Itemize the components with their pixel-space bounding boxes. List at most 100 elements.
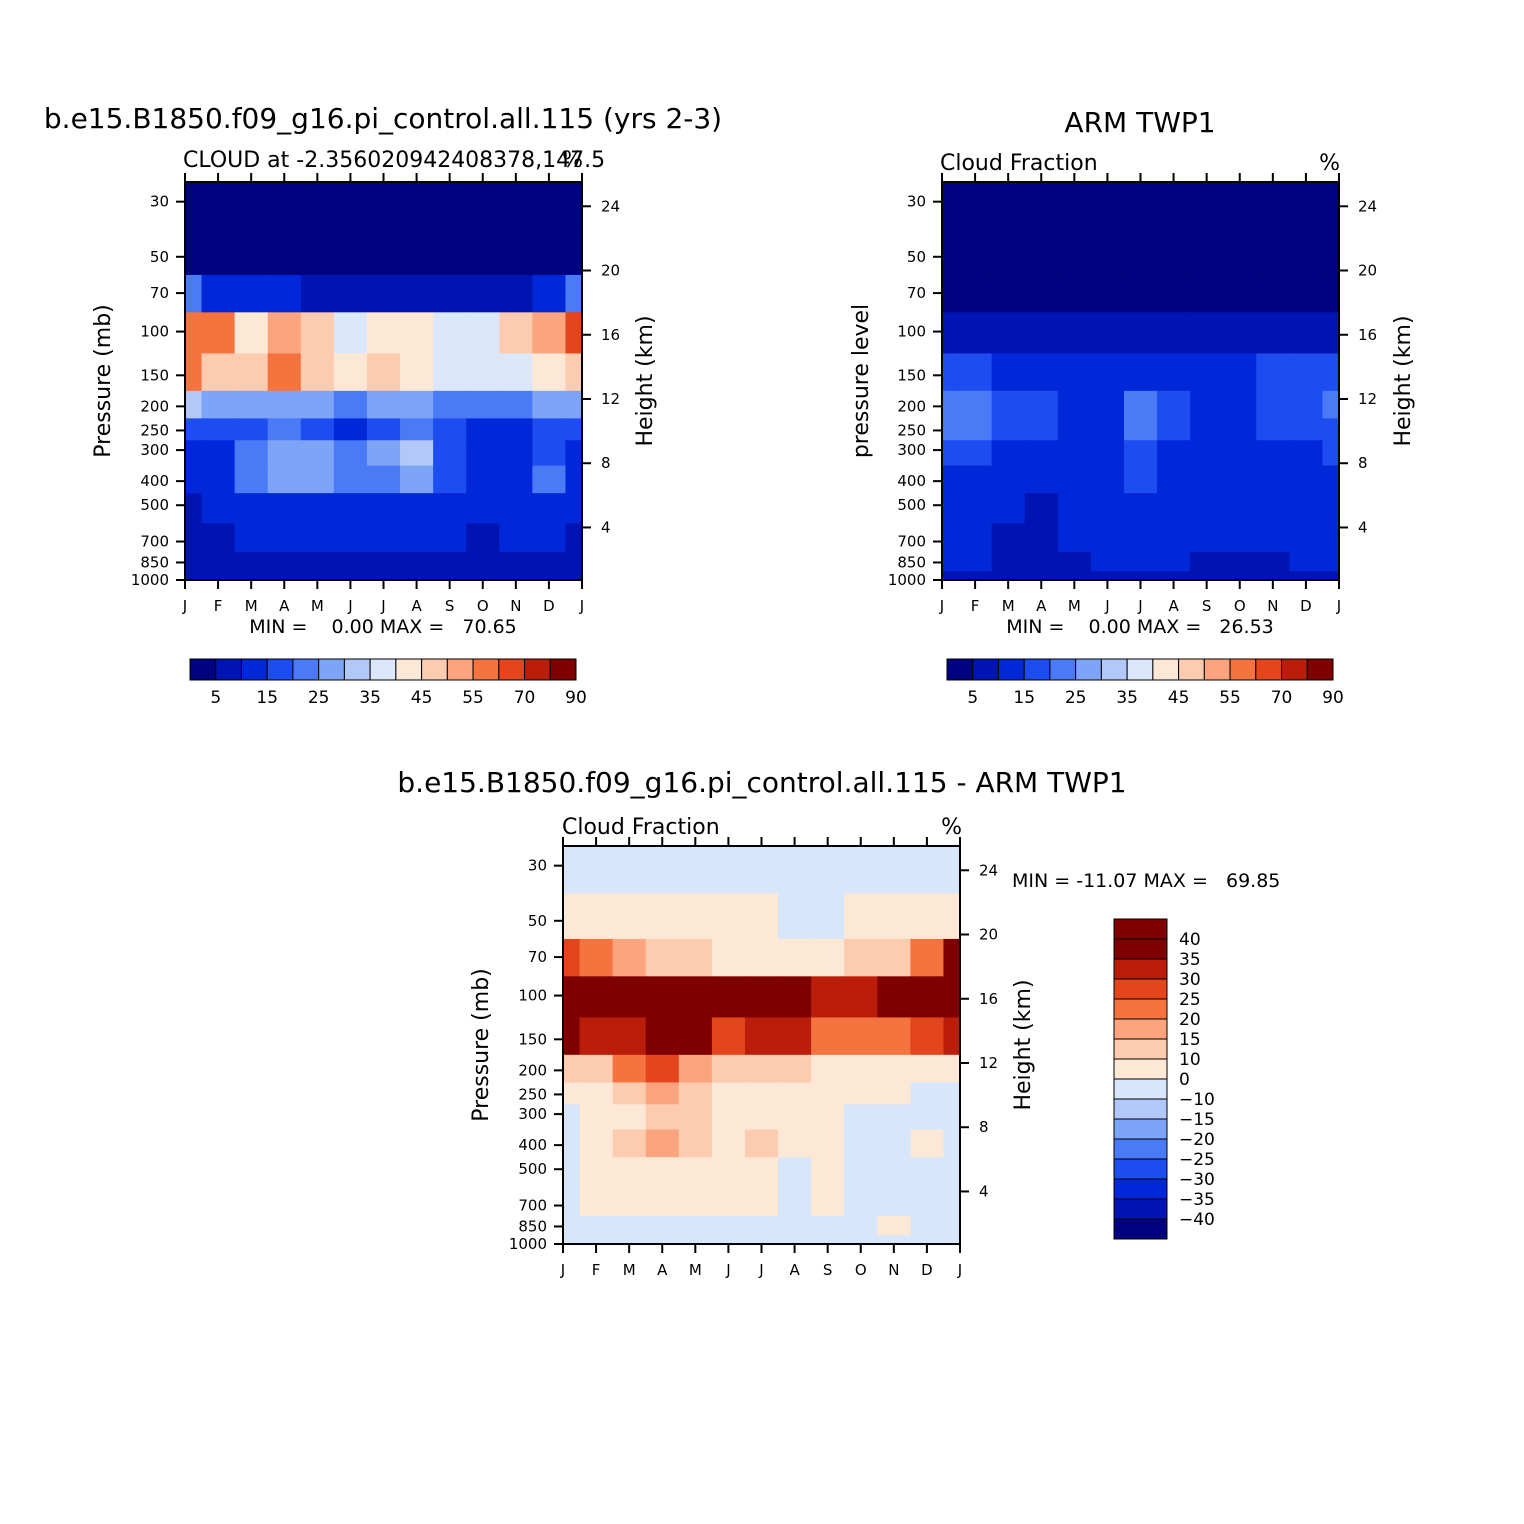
heatmap-cell	[1057, 418, 1092, 441]
heatmap-cell	[910, 976, 945, 1019]
panel-observation: ARM TWP1 Cloud Fraction % J F M A M J J A S O N D J 3…	[849, 106, 1416, 708]
heatmap-cell	[499, 551, 533, 572]
heatmap-cell	[1256, 551, 1290, 572]
x-tick-label: J	[380, 597, 385, 615]
heatmap-cell	[267, 274, 302, 313]
heatmap-cell	[267, 312, 302, 355]
x-tick-label: F	[214, 597, 223, 615]
heatmap-cell	[942, 418, 960, 441]
colorbar-box	[946, 658, 974, 681]
heatmap-cell	[300, 440, 335, 467]
heatmap-cell	[711, 976, 746, 1019]
heatmap-cell	[563, 976, 581, 1019]
heatmap-cell	[910, 846, 945, 857]
heatmap-cell	[612, 938, 647, 977]
heatmap-cell	[579, 1187, 614, 1217]
heatmap-cell	[1322, 418, 1339, 441]
x-tick-label: M	[689, 1261, 702, 1279]
heatmap-cell	[1157, 274, 1191, 313]
colorbar-label: 15	[256, 688, 278, 708]
colorbar-box	[1229, 658, 1257, 681]
heatmap-cell	[565, 353, 582, 392]
x-tick-label: J	[725, 1261, 730, 1279]
heatmap-cell	[333, 229, 368, 276]
heatmap-cell	[877, 1017, 911, 1056]
y-tick-label: 50	[528, 912, 547, 930]
heatmap-cell	[185, 418, 203, 441]
heatmap-cell	[433, 229, 467, 276]
heatmap-cell	[300, 312, 335, 355]
y-tick-label: 250	[897, 421, 926, 439]
colorbar-box	[1113, 958, 1168, 980]
heatmap-cell	[579, 1017, 614, 1056]
heatmap-cell	[1223, 440, 1257, 467]
y-right-tick-label: 4	[1358, 518, 1368, 536]
y-tick-label: 700	[897, 533, 926, 551]
heatmap-plot: J F M A M J J A S O N D J 30 50 70 100 150 200 250 300 400 500…	[509, 837, 998, 1279]
x-tick-label: A	[411, 597, 422, 615]
heatmap-cell	[958, 523, 993, 553]
panel-model: b.e15.B1850.f09_g16.pi_control.all.115 (…	[44, 102, 722, 708]
heatmap-cell	[1123, 191, 1158, 230]
heatmap-cell	[565, 551, 582, 572]
heatmap-cell	[1223, 571, 1257, 580]
colorbar-box	[1113, 978, 1168, 1000]
colorbar-label: 45	[411, 688, 433, 708]
y-axis-label-left: Pressure (mb)	[469, 968, 494, 1122]
heatmap-cell	[366, 571, 401, 580]
heatmap-cell	[1322, 191, 1339, 230]
heatmap-cell	[942, 229, 960, 276]
heatmap-cell	[678, 1054, 713, 1083]
colorbar-label: 10	[1179, 1050, 1201, 1070]
colorbar-box	[1113, 998, 1168, 1020]
y-tick-label: 200	[140, 397, 169, 415]
heatmap-cell	[1057, 571, 1092, 580]
heatmap-cell	[991, 493, 1026, 524]
heatmap-cell	[844, 1157, 878, 1188]
panel-title: b.e15.B1850.f09_g16.pi_control.all.115 -…	[397, 766, 1126, 799]
colorbar-label: 35	[1116, 688, 1138, 708]
heatmap-cell	[234, 191, 269, 230]
heatmap-cell	[1057, 312, 1092, 355]
heatmap-cell	[844, 1215, 878, 1236]
heatmap-cell	[1256, 418, 1290, 441]
heatmap-cell	[579, 846, 614, 857]
heatmap-cell	[778, 1129, 812, 1158]
heatmap-cell	[1190, 465, 1224, 494]
heatmap-cell	[1157, 418, 1191, 441]
colorbar-box	[421, 658, 448, 681]
y-right-tick-label: 20	[1358, 262, 1377, 280]
heatmap-cell	[958, 229, 993, 276]
y-tick-label: 850	[897, 553, 926, 571]
colorbar-box	[1113, 918, 1168, 940]
heatmap-cell	[612, 1129, 647, 1158]
heatmap-cell	[778, 846, 812, 857]
heatmap-cell	[433, 465, 467, 494]
y-right-tick-label: 12	[1358, 390, 1377, 408]
heatmap-cell	[942, 390, 960, 419]
heatmap-cell	[499, 493, 533, 524]
colorbar-box	[997, 658, 1025, 681]
heatmap-cell	[201, 418, 236, 441]
heatmap-cell	[1256, 229, 1290, 276]
heatmap-cell	[563, 1129, 581, 1158]
colorbar-box	[1075, 658, 1102, 681]
heatmap-cell	[400, 229, 434, 276]
heatmap-cell	[333, 191, 368, 230]
heatmap-cell	[1322, 551, 1339, 572]
heatmap-cell	[433, 191, 467, 230]
heatmap-cell	[1057, 390, 1092, 419]
heatmap-cell	[333, 418, 368, 441]
heatmap-cell	[466, 523, 500, 553]
colorbar-label: 25	[1065, 688, 1087, 708]
heatmap-cell	[1190, 229, 1224, 276]
heatmap-cell	[185, 182, 203, 193]
heatmap-cell	[1057, 353, 1092, 392]
heatmap-cell	[1190, 523, 1224, 553]
panel-subtitle-left: Cloud Fraction	[562, 815, 720, 840]
y-tick-label: 200	[897, 397, 926, 415]
heatmap-cell	[433, 353, 467, 392]
y-tick-label: 1000	[131, 571, 169, 589]
colorbar-box	[1113, 1038, 1168, 1060]
heatmap-cell	[958, 274, 993, 313]
